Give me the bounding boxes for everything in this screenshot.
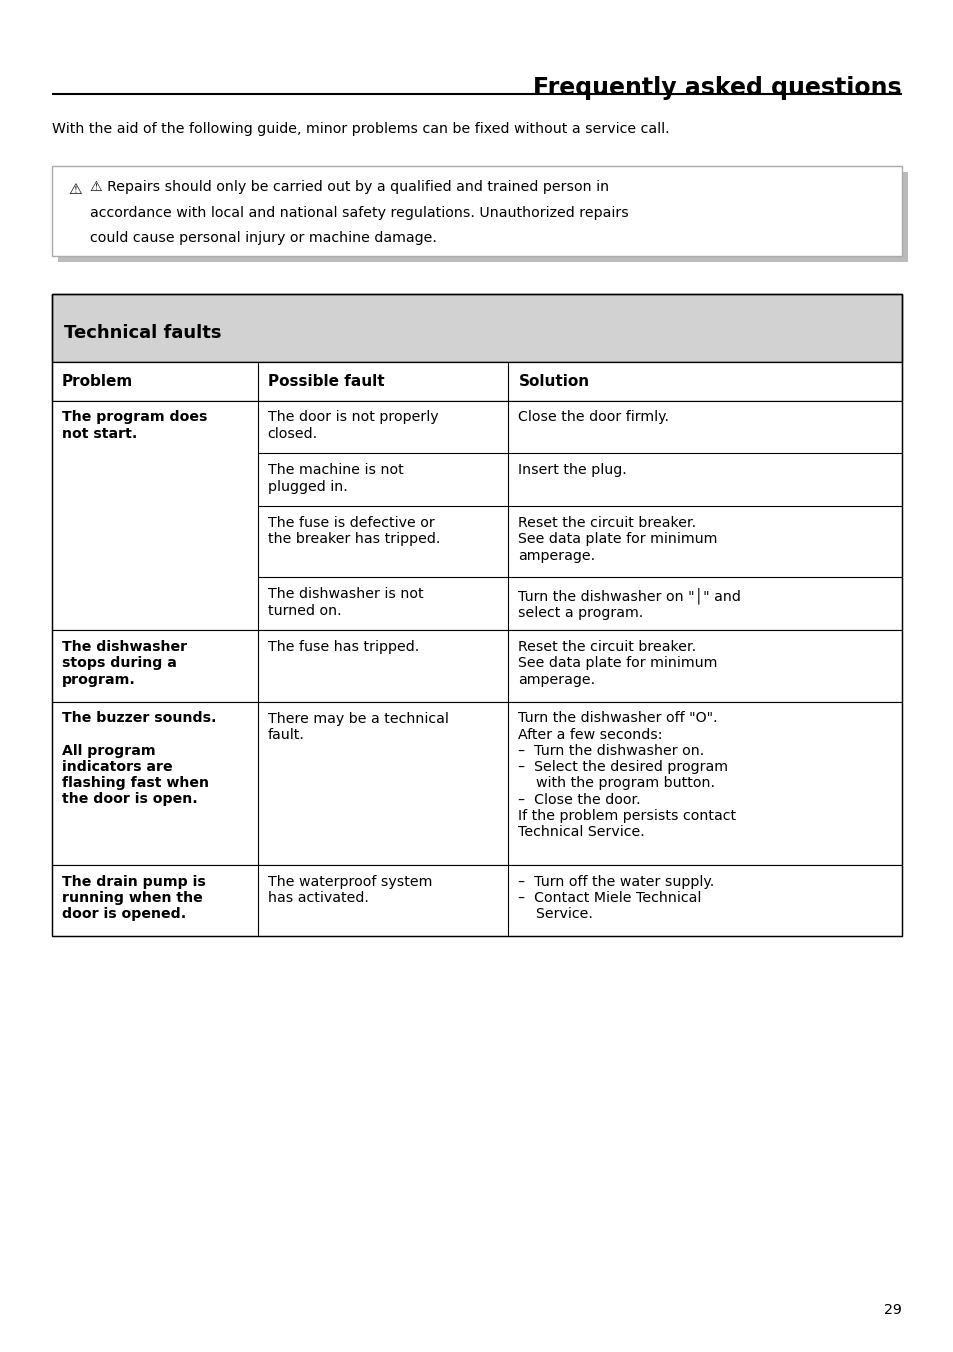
Text: Technical faults: Technical faults [64,324,221,342]
Text: The buzzer sounds.

All program
indicators are
flashing fast when
the door is op: The buzzer sounds. All program indicator… [62,711,216,807]
Bar [52,293,901,362]
Text: Close the door firmly.: Close the door firmly. [517,411,669,425]
Text: The door is not properly
closed.: The door is not properly closed. [268,411,437,441]
Text: The waterproof system
has activated.: The waterproof system has activated. [268,875,432,904]
Text: –  Turn off the water supply.
–  Contact Miele Technical
    Service.: – Turn off the water supply. – Contact M… [517,875,714,921]
Text: Turn the dishwasher on "│" and
select a program.: Turn the dishwasher on "│" and select a … [517,587,740,621]
Text: The drain pump is
running when the
door is opened.: The drain pump is running when the door … [62,875,206,921]
Text: The dishwasher is not
turned on.: The dishwasher is not turned on. [268,587,423,618]
Text: Possible fault: Possible fault [268,373,384,389]
Text: Frequently asked questions: Frequently asked questions [533,76,901,100]
Text: Reset the circuit breaker.
See data plate for minimum
amperage.: Reset the circuit breaker. See data plat… [517,641,717,687]
Bar [52,865,901,936]
Bar [52,630,901,702]
Text: The program does
not start.: The program does not start. [62,411,207,441]
Text: Solution: Solution [517,373,589,389]
Text: ⚠: ⚠ [68,183,82,197]
Bar [52,166,901,256]
Bar [52,702,901,865]
Text: ⚠ Repairs should only be carried out by a qualified and trained person in: ⚠ Repairs should only be carried out by … [90,180,608,193]
Text: Reset the circuit breaker.
See data plate for minimum
amperage.: Reset the circuit breaker. See data plat… [517,516,717,562]
Text: There may be a technical
fault.: There may be a technical fault. [268,711,448,742]
Text: could cause personal injury or machine damage.: could cause personal injury or machine d… [90,231,436,245]
Text: With the aid of the following guide, minor problems can be fixed without a servi: With the aid of the following guide, min… [52,122,669,137]
Text: The dishwasher
stops during a
program.: The dishwasher stops during a program. [62,641,187,687]
Bar [58,172,907,262]
Text: The machine is not
plugged in.: The machine is not plugged in. [268,464,403,493]
Text: The fuse is defective or
the breaker has tripped.: The fuse is defective or the breaker has… [268,516,439,546]
Text: accordance with local and national safety regulations. Unauthorized repairs: accordance with local and national safet… [90,206,628,219]
Bar [52,400,901,630]
Text: Turn the dishwasher off "O".
After a few seconds:
–  Turn the dishwasher on.
–  : Turn the dishwasher off "O". After a few… [517,711,736,838]
Text: The fuse has tripped.: The fuse has tripped. [268,641,418,654]
Text: Insert the plug.: Insert the plug. [517,464,626,477]
Text: Problem: Problem [62,373,133,389]
Text: 29: 29 [883,1303,901,1317]
Bar [52,362,901,400]
